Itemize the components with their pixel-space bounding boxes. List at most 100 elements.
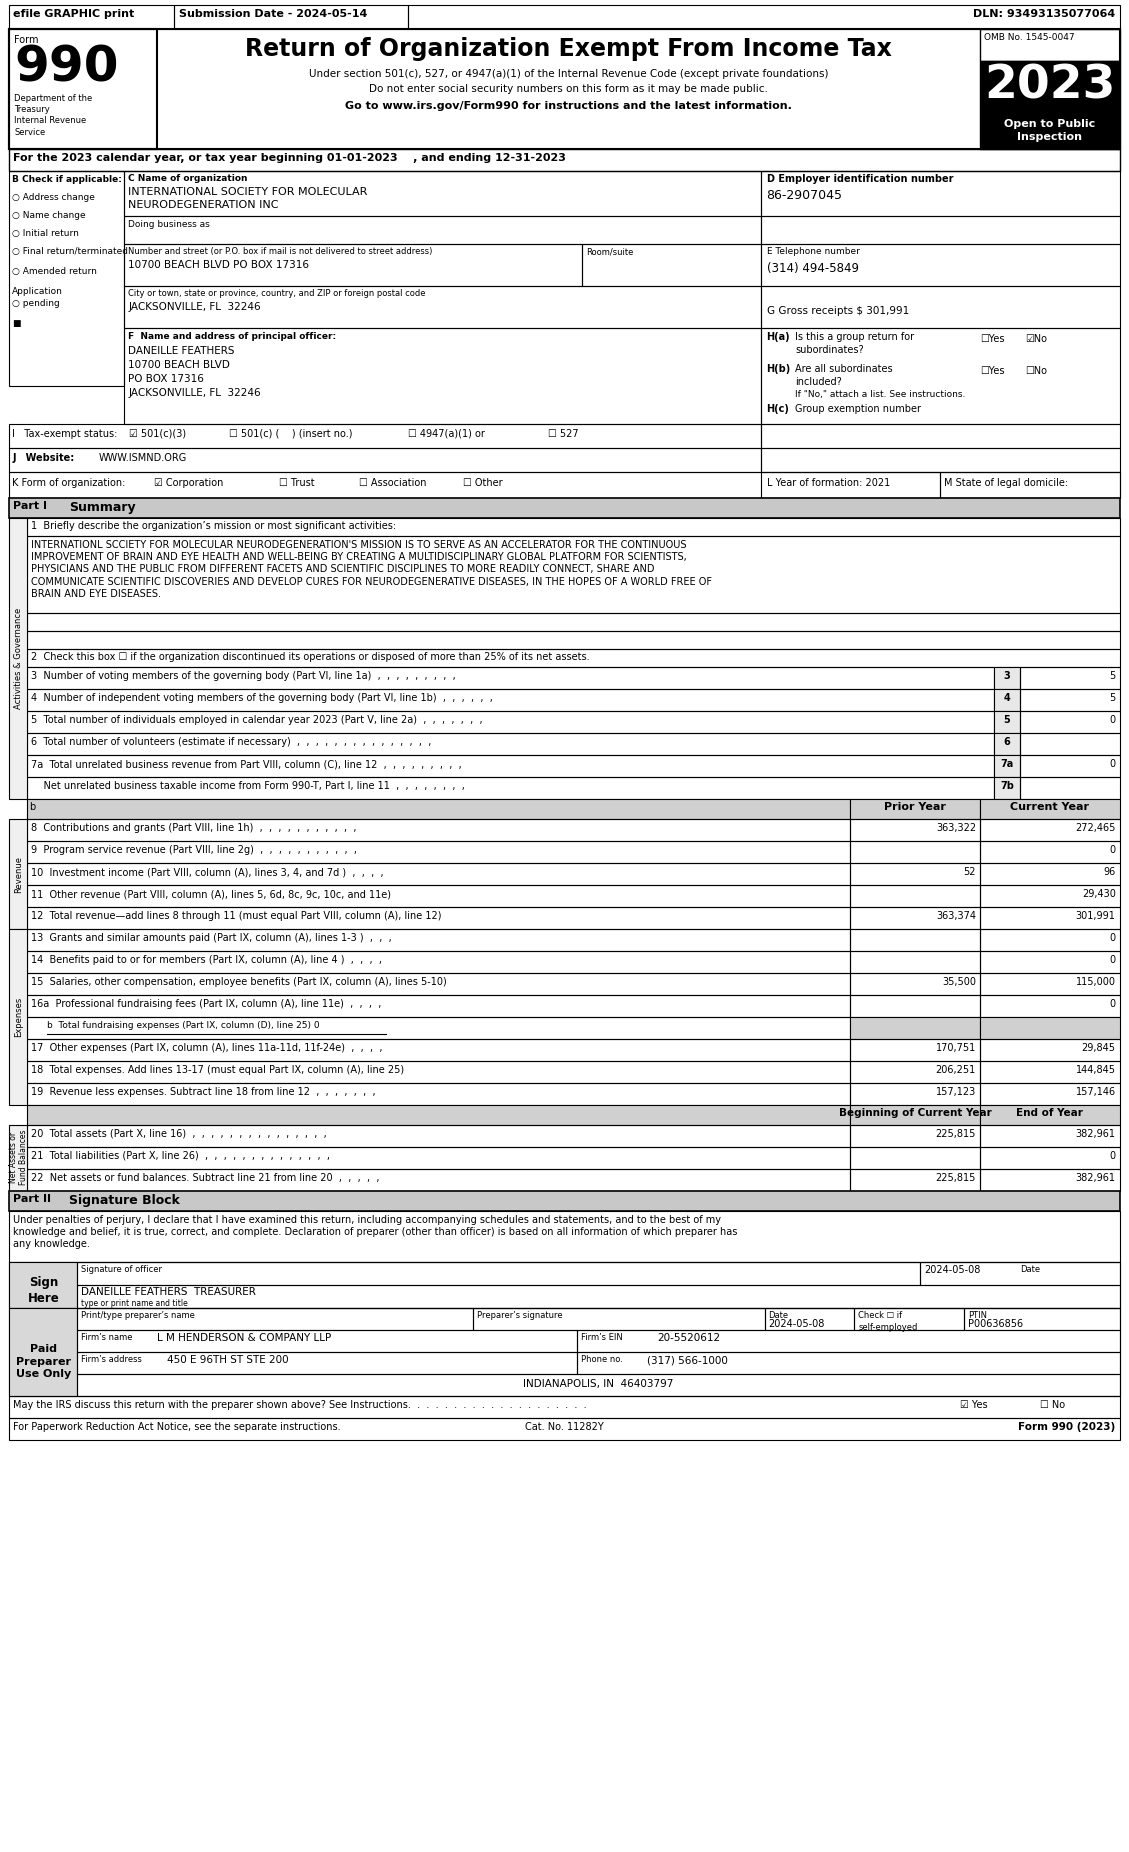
Bar xyxy=(980,1169,1120,1191)
Bar xyxy=(27,841,850,863)
Bar xyxy=(980,972,1120,995)
Bar xyxy=(473,1308,764,1330)
Bar xyxy=(994,778,1019,800)
Bar xyxy=(1019,778,1120,800)
Bar xyxy=(855,1308,964,1330)
Text: 9  Program service revenue (Part VIII, line 2g)  ,  ,  ,  ,  ,  ,  ,  ,  ,  ,  ,: 9 Program service revenue (Part VIII, li… xyxy=(32,845,357,856)
Text: PTIN: PTIN xyxy=(968,1311,987,1320)
Text: Part II: Part II xyxy=(14,1193,51,1204)
Bar xyxy=(27,613,1120,632)
Text: Date: Date xyxy=(1019,1265,1040,1274)
Text: 3  Number of voting members of the governing body (Part VI, line 1a)  ,  ,  ,  ,: 3 Number of voting members of the govern… xyxy=(32,672,456,682)
Text: 7a  Total unrelated business revenue from Part VIII, column (C), line 12  ,  ,  : 7a Total unrelated business revenue from… xyxy=(32,759,462,769)
Text: 15  Salaries, other compensation, employee benefits (Part IX, column (A), lines : 15 Salaries, other compensation, employe… xyxy=(32,976,447,987)
Bar xyxy=(980,1106,1120,1124)
Text: Doing business as: Doing business as xyxy=(128,220,210,230)
Text: 115,000: 115,000 xyxy=(1076,976,1115,987)
Text: H(b): H(b) xyxy=(767,363,790,374)
Bar xyxy=(9,517,27,800)
Text: ○ pending: ○ pending xyxy=(12,298,60,307)
Text: Firm’s name: Firm’s name xyxy=(81,1333,133,1343)
Text: B Check if applicable:: B Check if applicable: xyxy=(12,176,122,183)
Text: If "No," attach a list. See instructions.: If "No," attach a list. See instructions… xyxy=(796,389,965,398)
Text: JACKSONVILLE, FL  32246: JACKSONVILLE, FL 32246 xyxy=(128,387,261,398)
Bar xyxy=(761,328,1120,424)
Text: 7a: 7a xyxy=(1000,759,1014,769)
Text: Check ☐ if
self-employed: Check ☐ if self-employed xyxy=(858,1311,918,1332)
Text: OMB No. 1545-0047: OMB No. 1545-0047 xyxy=(984,33,1075,43)
Bar xyxy=(850,863,980,885)
Text: Prior Year: Prior Year xyxy=(884,802,946,813)
Bar xyxy=(850,1124,980,1146)
Bar xyxy=(77,1285,1120,1308)
Bar xyxy=(761,285,1120,328)
Text: ☐ No: ☐ No xyxy=(1040,1400,1065,1409)
Text: 990: 990 xyxy=(15,43,119,91)
Text: E Telephone number: E Telephone number xyxy=(767,246,859,256)
Text: Application: Application xyxy=(12,287,63,296)
Text: b  Total fundraising expenses (Part IX, column (D), line 25) 0: b Total fundraising expenses (Part IX, c… xyxy=(47,1020,320,1030)
Text: b: b xyxy=(29,802,36,813)
Text: ☐Yes: ☐Yes xyxy=(980,333,1005,344)
Bar xyxy=(1019,667,1120,689)
Bar xyxy=(124,244,581,285)
Text: 13  Grants and similar amounts paid (Part IX, column (A), lines 1-3 )  ,  ,  ,: 13 Grants and similar amounts paid (Part… xyxy=(32,933,392,943)
Text: 16a  Professional fundraising fees (Part IX, column (A), line 11e)  ,  ,  ,  ,: 16a Professional fundraising fees (Part … xyxy=(32,998,382,1009)
Text: End of Year: End of Year xyxy=(1016,1107,1083,1119)
Text: City or town, state or province, country, and ZIP or foreign postal code: City or town, state or province, country… xyxy=(128,289,426,298)
Text: For Paperwork Reduction Act Notice, see the separate instructions.: For Paperwork Reduction Act Notice, see … xyxy=(14,1422,341,1432)
Bar xyxy=(27,756,994,778)
Bar xyxy=(850,1083,980,1106)
Bar xyxy=(9,30,1120,150)
Text: Beginning of Current Year: Beginning of Current Year xyxy=(839,1107,991,1119)
Bar xyxy=(124,217,761,244)
Bar xyxy=(980,841,1120,863)
Bar xyxy=(77,1330,577,1352)
Text: ☐No: ☐No xyxy=(1025,367,1047,376)
Text: Firm’s EIN: Firm’s EIN xyxy=(581,1333,623,1343)
Bar xyxy=(980,930,1120,950)
Bar xyxy=(980,907,1120,930)
Bar xyxy=(964,1308,1120,1330)
Text: efile GRAPHIC print: efile GRAPHIC print xyxy=(14,9,134,19)
Text: 18  Total expenses. Add lines 13-17 (must equal Part IX, column (A), line 25): 18 Total expenses. Add lines 13-17 (must… xyxy=(32,1065,404,1074)
Text: Group exemption number: Group exemption number xyxy=(796,404,921,413)
Text: Submission Date - 2024-05-14: Submission Date - 2024-05-14 xyxy=(180,9,367,19)
Bar xyxy=(27,733,994,756)
Text: 20  Total assets (Part X, line 16)  ,  ,  ,  ,  ,  ,  ,  ,  ,  ,  ,  ,  ,  ,  ,: 20 Total assets (Part X, line 16) , , , … xyxy=(32,1128,327,1139)
Text: 157,146: 157,146 xyxy=(1076,1087,1115,1096)
Text: Room/suite: Room/suite xyxy=(586,246,633,256)
Text: WWW.ISMND.ORG: WWW.ISMND.ORG xyxy=(99,452,187,463)
Text: H(a): H(a) xyxy=(767,332,790,343)
Text: ☐ Other: ☐ Other xyxy=(463,478,502,487)
Bar xyxy=(27,1083,850,1106)
Text: 2023: 2023 xyxy=(984,63,1115,107)
Text: 14  Benefits paid to or for members (Part IX, column (A), line 4 )  ,  ,  ,  ,: 14 Benefits paid to or for members (Part… xyxy=(32,956,383,965)
Bar xyxy=(1019,733,1120,756)
Text: Net unrelated business taxable income from Form 990-T, Part I, line 11  ,  ,  , : Net unrelated business taxable income fr… xyxy=(32,782,465,791)
Bar xyxy=(27,711,994,733)
Bar xyxy=(27,535,1120,613)
Text: 6  Total number of volunteers (estimate if necessary)  ,  ,  ,  ,  ,  ,  ,  ,  ,: 6 Total number of volunteers (estimate i… xyxy=(32,737,431,748)
Text: PO BOX 17316: PO BOX 17316 xyxy=(128,374,204,383)
Text: ☐ 501(c) (    ) (insert no.): ☐ 501(c) ( ) (insert no.) xyxy=(229,430,352,439)
Text: DLN: 93493135077064: DLN: 93493135077064 xyxy=(973,9,1115,19)
Bar xyxy=(9,930,27,1106)
Text: 170,751: 170,751 xyxy=(936,1043,975,1052)
Bar xyxy=(27,650,1120,667)
Text: Are all subordinates: Are all subordinates xyxy=(796,363,893,374)
Bar xyxy=(980,61,1120,117)
Text: G Gross receipts $ 301,991: G Gross receipts $ 301,991 xyxy=(767,306,909,317)
Bar xyxy=(9,1124,27,1191)
Bar xyxy=(980,117,1120,150)
Text: 5  Total number of individuals employed in calendar year 2023 (Part V, line 2a) : 5 Total number of individuals employed i… xyxy=(32,715,483,726)
Text: M State of legal domicile:: M State of legal domicile: xyxy=(944,478,1068,487)
Text: 4  Number of independent voting members of the governing body (Part VI, line 1b): 4 Number of independent voting members o… xyxy=(32,693,493,704)
Bar xyxy=(980,1124,1120,1146)
Text: included?: included? xyxy=(796,376,842,387)
Text: 363,374: 363,374 xyxy=(936,911,975,920)
Text: Signature Block: Signature Block xyxy=(69,1193,181,1208)
Text: ☑ Yes: ☑ Yes xyxy=(960,1400,988,1409)
Text: 20-5520612: 20-5520612 xyxy=(657,1333,720,1343)
Bar xyxy=(27,800,850,819)
